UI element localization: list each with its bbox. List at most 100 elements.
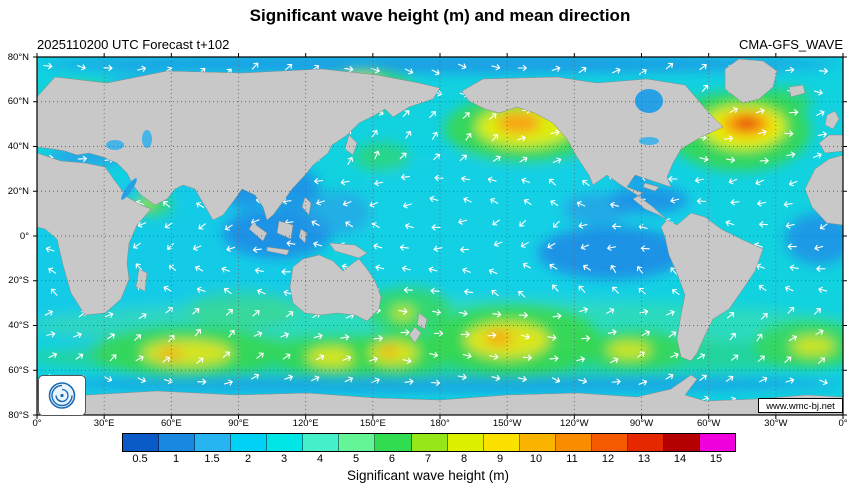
wave-direction-arrow [194, 328, 202, 337]
lon-tick-label: 60°W [696, 418, 721, 429]
wave-direction-arrow [726, 156, 736, 164]
lat-tick-label: 0° [19, 230, 29, 242]
wave-direction-arrow [168, 334, 175, 343]
wave-direction-arrow [104, 311, 114, 318]
colorbar-tick-value: 3 [280, 453, 288, 465]
wave-direction-arrow [133, 242, 141, 249]
lat-tick-label: 80°S [8, 409, 29, 421]
wave-direction-arrow [578, 285, 586, 293]
colorbar-segment [555, 434, 592, 451]
wave-direction-arrow [694, 177, 704, 184]
colorbar-segment [700, 434, 736, 451]
wave-direction-arrow [458, 63, 467, 70]
colorbar-tick-value: 0.5 [132, 453, 148, 465]
wave-direction-arrow [254, 267, 264, 274]
red-sea [121, 178, 137, 200]
wave-direction-arrow [313, 241, 322, 248]
wave-direction-arrow [46, 331, 56, 338]
wave-direction-arrow [523, 199, 532, 206]
inland-waters [106, 89, 663, 200]
colorbar-tick-value: 1.5 [204, 453, 220, 465]
wave-direction-arrow [517, 375, 527, 383]
wave-direction-arrow [399, 244, 409, 251]
wave-direction-arrow [549, 355, 559, 362]
colorbar-segment [663, 434, 700, 451]
wave-direction-arrow [457, 373, 467, 381]
wave-direction-arrow [638, 287, 646, 295]
wave-direction-arrow [521, 177, 531, 184]
wave-direction-arrow [251, 373, 260, 380]
lat-tick-label: 40°S [8, 320, 29, 331]
colorbar-tick-value: 5 [352, 453, 360, 465]
wave-direction-arrow [492, 219, 500, 226]
wave-direction-arrow [430, 287, 440, 295]
wave-direction-arrow [783, 201, 793, 208]
wave-direction-arrow [284, 374, 293, 381]
wave-direction-arrow [578, 377, 588, 385]
wave-direction-arrow [818, 67, 828, 75]
wave-direction-arrow [404, 378, 414, 385]
wave-direction-arrow [256, 352, 264, 359]
colorbar-tick-value: 1 [172, 453, 180, 465]
wave-direction-arrow [432, 131, 438, 140]
wave-direction-arrow [727, 312, 735, 319]
map-canvas [33, 53, 847, 419]
wave-direction-arrow [399, 152, 407, 160]
wave-direction-arrow [517, 135, 526, 142]
wave-direction-arrow [551, 377, 561, 384]
wave-direction-arrow [610, 357, 619, 364]
wave-direction-arrow [636, 266, 643, 274]
landmass-north-america [461, 76, 724, 221]
wave-direction-arrow [671, 288, 680, 296]
wave-direction-arrow [463, 196, 472, 203]
wave-direction-arrow [758, 284, 767, 291]
colorbar-segment [591, 434, 628, 451]
wave-direction-arrow [670, 267, 677, 275]
wave-direction-arrow [612, 67, 621, 74]
wave-direction-arrow [431, 69, 440, 76]
wave-direction-arrow [724, 135, 734, 142]
wave-direction-arrow [491, 64, 501, 71]
wave-direction-arrow [581, 335, 591, 342]
wave-direction-arrow [814, 308, 821, 315]
colorbar-segment [519, 434, 556, 451]
world-map: www.wmc-bj.net [33, 53, 847, 419]
lon-tick-label: 120°W [560, 418, 589, 429]
wave-direction-arrow [813, 152, 822, 159]
landmass-cuba [642, 182, 660, 192]
wave-direction-arrow [342, 355, 352, 362]
wave-direction-arrow [373, 335, 383, 342]
wave-direction-arrow [757, 355, 765, 362]
wave-direction-arrow [340, 179, 350, 186]
wave-direction-arrow [670, 352, 679, 359]
model-name-label: CMA-GFS_WAVE [738, 37, 843, 52]
colorbar-tick-value: 7 [424, 453, 432, 465]
colorbar-tick-value: 8 [460, 453, 468, 465]
wave-direction-arrow [460, 331, 470, 338]
wave-direction-arrow [103, 376, 113, 383]
wave-direction-arrow [429, 351, 439, 358]
wave-direction-arrow [583, 264, 591, 271]
landmass-south-america [660, 212, 764, 362]
wave-direction-arrow [666, 309, 675, 316]
wave-direction-arrow [373, 150, 380, 160]
wave-direction-arrow [465, 132, 472, 141]
wave-direction-arrow [522, 262, 531, 269]
wave-direction-arrow [547, 334, 557, 341]
colorbar-segment [411, 434, 448, 451]
wave-direction-arrow [729, 107, 738, 113]
wave-direction-arrow [195, 265, 204, 272]
wave-direction-arrow [340, 334, 350, 341]
watermark: www.wmc-bj.net [758, 398, 843, 413]
wave-direction-arrow [787, 306, 795, 314]
colorbar-tick-value: 14 [673, 453, 687, 465]
wave-direction-arrow [785, 285, 794, 292]
wave-direction-arrow [607, 329, 617, 336]
landmass-philippines [301, 196, 312, 216]
wave-direction-arrow [164, 222, 173, 229]
wave-direction-arrow [697, 353, 706, 360]
wave-direction-arrow [429, 195, 439, 203]
wave-direction-arrow [400, 173, 410, 181]
wave-direction-arrow [163, 285, 172, 292]
